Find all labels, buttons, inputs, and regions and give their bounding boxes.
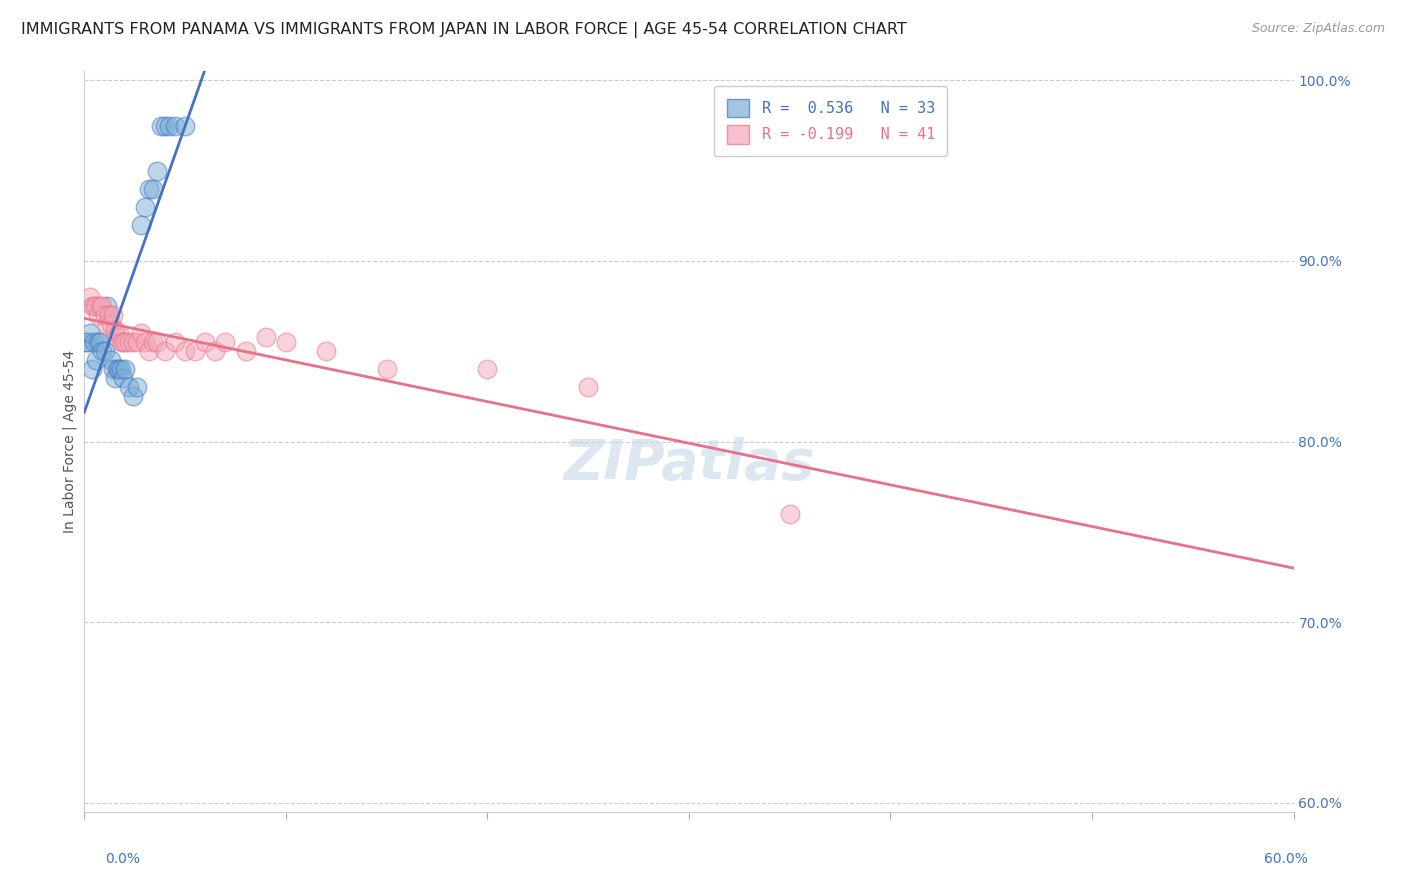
Point (129, 218, 152, 232)
Point (157, 119, 180, 133)
Point (125, 380, 148, 394)
Point (82, 299, 104, 313)
Point (107, 326, 129, 341)
Point (184, 344, 207, 359)
Point (576, 380, 599, 394)
Point (204, 344, 226, 359)
Point (165, 335, 187, 350)
Point (111, 371, 134, 385)
Point (174, 119, 197, 133)
Point (87, 335, 110, 350)
Point (121, 389, 143, 403)
Point (101, 308, 124, 322)
Point (111, 335, 134, 350)
Point (134, 200, 156, 214)
Point (105, 362, 128, 376)
Point (89, 299, 111, 313)
Point (89, 335, 111, 350)
Point (194, 335, 217, 350)
Point (105, 330, 128, 344)
Text: IMMIGRANTS FROM PANAMA VS IMMIGRANTS FROM JAPAN IN LABOR FORCE | AGE 45-54 CORRE: IMMIGRANTS FROM PANAMA VS IMMIGRANTS FRO… (21, 22, 907, 38)
Point (77, 335, 100, 350)
Point (142, 335, 165, 350)
Point (100, 317, 122, 331)
Point (93, 308, 115, 322)
Point (104, 371, 127, 385)
Legend: R =  0.536   N = 33, R = -0.199   N = 41: R = 0.536 N = 33, R = -0.199 N = 41 (714, 87, 948, 156)
Point (114, 362, 136, 376)
Point (75, 335, 97, 350)
Point (100, 353, 122, 368)
Point (110, 335, 132, 350)
Point (779, 507, 801, 521)
Point (96, 299, 118, 313)
Point (214, 335, 236, 350)
Text: 60.0%: 60.0% (1264, 852, 1308, 866)
Point (165, 119, 187, 133)
Point (274, 335, 297, 350)
Point (477, 362, 499, 376)
Point (82, 362, 104, 376)
Point (138, 182, 160, 196)
Point (134, 335, 156, 350)
Point (118, 380, 141, 394)
Point (125, 335, 148, 350)
Point (87, 308, 110, 322)
Point (153, 344, 176, 359)
Text: Source: ZipAtlas.com: Source: ZipAtlas.com (1251, 22, 1385, 36)
Point (79, 326, 101, 341)
Y-axis label: In Labor Force | Age 45-54: In Labor Force | Age 45-54 (63, 350, 77, 533)
Point (93, 344, 115, 359)
Point (101, 362, 124, 376)
Point (254, 330, 277, 344)
Point (235, 344, 257, 359)
Text: ZIPatlas: ZIPatlas (564, 437, 814, 491)
Point (118, 335, 141, 350)
Point (121, 335, 143, 350)
Point (91, 299, 114, 313)
Point (79, 290, 101, 304)
Point (315, 344, 337, 359)
Point (104, 322, 127, 336)
Point (375, 362, 398, 376)
Point (96, 317, 118, 331)
Point (86, 353, 108, 368)
Point (114, 335, 136, 350)
Point (129, 326, 152, 341)
Point (83, 335, 105, 350)
Point (142, 182, 165, 196)
Point (83, 299, 105, 313)
Point (86, 299, 108, 313)
Point (149, 119, 172, 133)
Point (107, 362, 129, 376)
Point (146, 335, 169, 350)
Point (97, 308, 120, 322)
Text: 0.0%: 0.0% (105, 852, 141, 866)
Point (110, 362, 132, 376)
Point (91, 344, 114, 359)
Point (174, 344, 197, 359)
Point (138, 344, 160, 359)
Point (97, 308, 120, 322)
Point (146, 163, 169, 178)
Point (153, 119, 176, 133)
